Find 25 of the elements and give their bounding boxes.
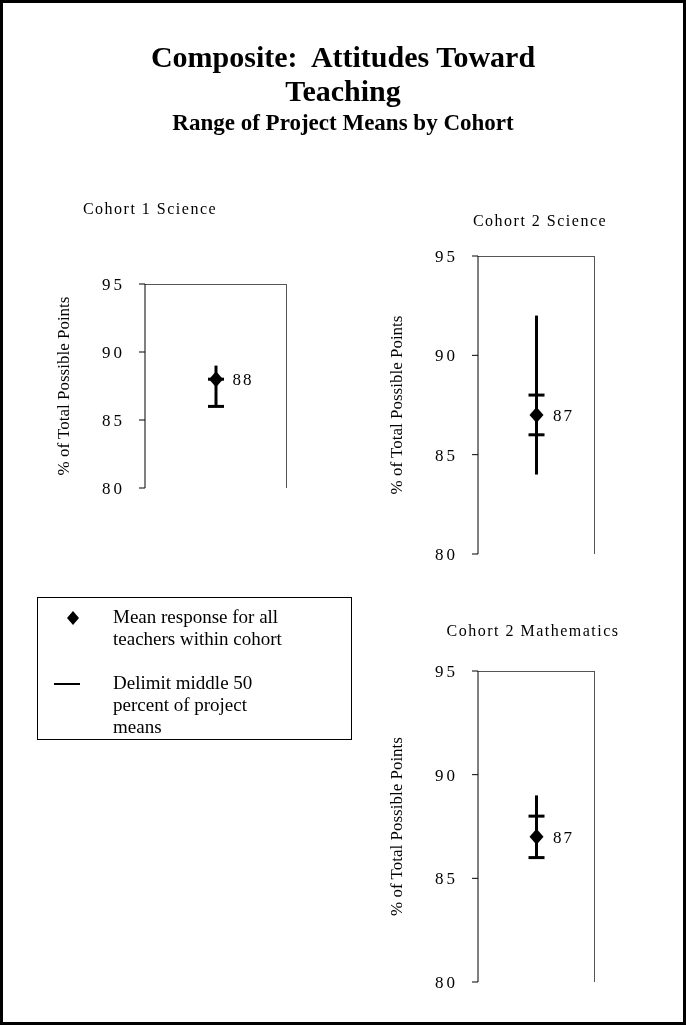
- y-tick-label: 90: [102, 343, 125, 363]
- y-tick-label: 80: [435, 545, 458, 565]
- y-axis-title: % of Total Possible Points: [54, 296, 74, 476]
- text: Composite: Attitudes Toward Teaching: [149, 40, 537, 108]
- y-tick-label: 85: [435, 869, 458, 889]
- y-tick-label: 90: [435, 765, 458, 785]
- y-tick-label: 85: [102, 411, 125, 431]
- y-tick-label: 95: [102, 275, 125, 295]
- text: Range of Project Means by Cohort: [171, 109, 515, 137]
- y-tick-label: 80: [102, 479, 125, 499]
- chart-title: Cohort 2 Mathematics: [445, 622, 621, 640]
- text: Delimit middle 50 percent of project means: [113, 672, 253, 737]
- chart-title: Cohort 1 Science: [81, 200, 219, 218]
- y-axis-title: % of Total Possible Points: [387, 737, 407, 916]
- y-tick-label: 90: [435, 346, 458, 366]
- text: 87: [553, 827, 575, 847]
- y-tick-label: 95: [435, 662, 458, 682]
- y-tick-label: 80: [435, 973, 458, 993]
- text: 88: [232, 370, 254, 390]
- y-axis-title: % of Total Possible Points: [387, 315, 407, 495]
- chart-title: Cohort 2 Science: [471, 212, 609, 230]
- text: Mean response for all teachers within cohort: [113, 606, 282, 649]
- text: 87: [553, 405, 575, 425]
- y-tick-label: 95: [435, 247, 458, 267]
- y-tick-label: 85: [435, 445, 458, 465]
